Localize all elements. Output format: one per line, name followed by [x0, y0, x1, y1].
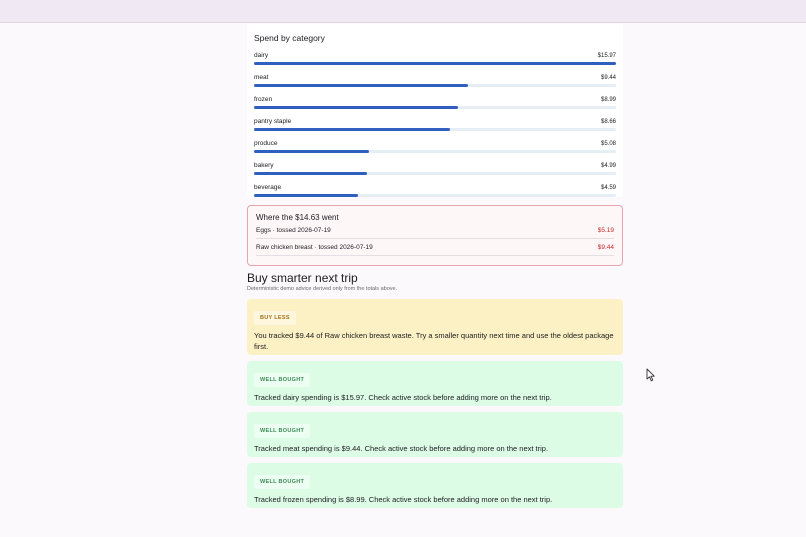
- category-name: dairy: [254, 52, 269, 59]
- category-name: pantry staple: [254, 118, 292, 125]
- category-bar-fill: [254, 106, 458, 109]
- category-name: frozen: [254, 96, 273, 103]
- category-bar-track: [254, 84, 616, 87]
- waste-summary-card: Where the $14.63 went Eggs · tossed 2026…: [247, 205, 623, 266]
- category-bar-track: [254, 128, 616, 131]
- advice-badge: WELL BOUGHT: [254, 373, 311, 387]
- category-bar-track: [254, 62, 616, 65]
- category-name: produce: [254, 140, 278, 147]
- category-bar-track: [254, 150, 616, 153]
- category-bar-track: [254, 106, 616, 109]
- category-bar-fill: [254, 128, 451, 131]
- category-bar-fill: [254, 62, 616, 65]
- spend-by-category-card: Spend by category dairy $15.97 meat $9.4…: [247, 24, 623, 197]
- advice-text: Tracked meat spending is $9.44. Check ac…: [254, 444, 549, 453]
- category-row-meat: meat $9.44: [254, 71, 616, 87]
- category-bar-track: [254, 194, 616, 197]
- category-amount: $8.99: [600, 97, 616, 103]
- category-bar-fill: [254, 84, 468, 87]
- top-app-bar: [0, 0, 806, 23]
- category-bar-fill: [254, 172, 367, 175]
- advice-text: Tracked frozen spending is $8.99. Check …: [254, 495, 553, 504]
- category-row-bakery: bakery $4.99: [254, 159, 616, 175]
- category-amount: $15.97: [597, 53, 616, 59]
- category-amount: $8.66: [600, 119, 616, 125]
- category-row-frozen: frozen $8.99: [254, 93, 616, 109]
- waste-item: Eggs · tossed 2026-07-19 $5.19: [256, 222, 614, 239]
- category-bar-fill: [254, 150, 370, 153]
- advice-badge: BUY LESS: [254, 311, 296, 325]
- category-row-dairy: dairy $15.97: [254, 49, 616, 65]
- category-amount: $4.99: [600, 163, 616, 169]
- advice-heading: Buy smarter next trip: [247, 271, 358, 285]
- category-name: meat: [254, 74, 269, 81]
- category-row-produce: produce $5.08: [254, 137, 616, 153]
- category-bar-fill: [254, 194, 358, 197]
- category-bar-track: [254, 172, 616, 175]
- category-amount: $4.59: [600, 185, 616, 191]
- category-row-pantry-staple: pantry staple $8.66: [254, 115, 616, 131]
- advice-card-dairy: WELL BOUGHT Tracked dairy spending is $1…: [247, 361, 623, 406]
- category-row-beverage: beverage $4.59: [254, 181, 616, 197]
- category-amount: $9.44: [600, 75, 616, 81]
- waste-item-amount: $5.19: [597, 226, 614, 234]
- category-name: beverage: [254, 184, 282, 191]
- waste-item-label: Eggs · tossed 2026-07-19: [256, 226, 331, 234]
- advice-text: Tracked dairy spending is $15.97. Check …: [254, 393, 552, 402]
- waste-item: Raw chicken breast · tossed 2026-07-19 $…: [256, 239, 614, 256]
- category-amount: $5.08: [600, 141, 616, 147]
- advice-card-frozen: WELL BOUGHT Tracked frozen spending is $…: [247, 463, 623, 508]
- waste-item-amount: $9.44: [597, 243, 614, 251]
- advice-badge: WELL BOUGHT: [254, 424, 311, 438]
- advice-card-meat: WELL BOUGHT Tracked meat spending is $9.…: [247, 412, 623, 457]
- category-name: bakery: [254, 162, 274, 169]
- advice-text: You tracked $9.44 of Raw chicken breast …: [254, 331, 614, 351]
- card-title: Spend by category: [254, 33, 325, 43]
- advice-subtitle: Deterministic demo advice derived only f…: [247, 286, 398, 292]
- mouse-cursor-icon: [646, 368, 655, 382]
- waste-item-label: Raw chicken breast · tossed 2026-07-19: [256, 243, 373, 251]
- advice-badge: WELL BOUGHT: [254, 475, 311, 489]
- advice-card-buy-less: BUY LESS You tracked $9.44 of Raw chicke…: [247, 299, 623, 355]
- waste-title: Where the $14.63 went: [256, 213, 339, 222]
